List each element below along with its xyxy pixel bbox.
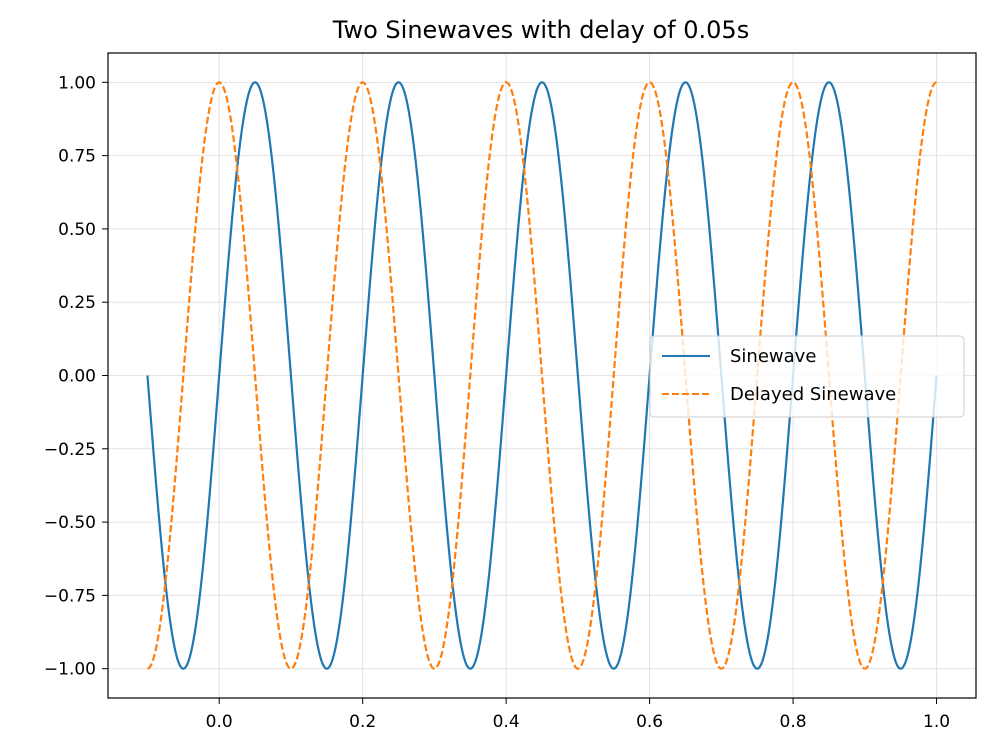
y-tick-label: 0.00 [58,367,96,387]
y-tick-label: 1.00 [58,73,96,93]
y-tick-label: −0.25 [44,440,96,460]
y-tick-label: −1.00 [44,660,96,680]
y-tick-label: 0.50 [58,220,96,240]
x-axis: 0.0 0.2 0.4 0.6 0.8 1.0 [206,698,950,732]
y-axis: 1.00 0.75 0.50 0.25 0.00 −0.25 −0.50 −0.75 −1.00 [44,73,108,680]
legend: Sinewave Delayed Sinewave [649,335,965,418]
x-tick-label: 0.0 [206,712,233,732]
series-line-delayed-sinewave [147,81,937,670]
legend-label-sinewave: Sinewave [730,346,816,367]
y-tick-label: −0.75 [44,586,96,606]
chart-title: Two Sinewaves with delay of 0.05s [332,16,749,44]
x-tick-label: 1.0 [923,712,950,732]
x-tick-label: 0.8 [780,712,807,732]
legend-box [649,335,965,418]
legend-label-delayed-sinewave: Delayed Sinewave [730,384,896,405]
y-tick-label: −0.50 [44,513,96,533]
x-tick-label: 0.2 [349,712,376,732]
series-line-sinewave [146,81,938,670]
y-tick-label: 0.75 [58,147,96,167]
x-tick-label: 0.6 [636,712,663,732]
y-tick-label: 0.25 [58,293,96,313]
x-tick-label: 0.4 [493,712,520,732]
series-lines [146,81,938,670]
